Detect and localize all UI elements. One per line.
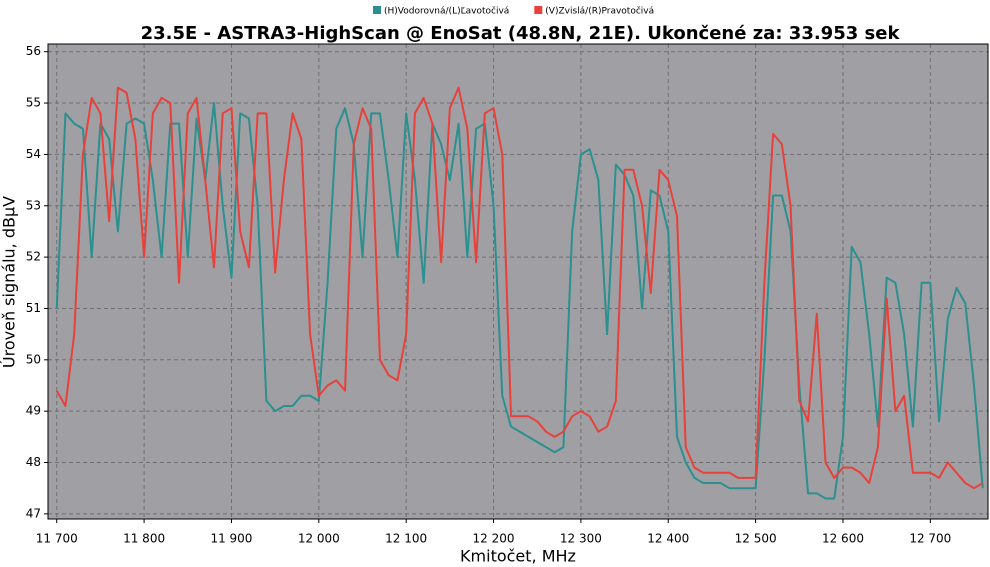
y-tick-label: 54 [26,147,41,161]
plot-area [48,44,988,519]
x-tick-label: 12 200 [473,532,515,546]
grid [48,44,988,519]
y-tick-label: 52 [26,250,41,264]
x-tick-label: 12 300 [560,532,602,546]
y-tick-label: 55 [26,96,41,110]
x-axis-label: Kmitočet, MHz [460,547,576,566]
x-tick-label: 11 700 [36,532,78,546]
legend-swatch [373,6,381,14]
y-tick-label: 49 [26,404,41,418]
legend-swatch [534,6,543,14]
x-tick-label: 12 100 [385,532,427,546]
y-tick-label: 47 [26,506,41,520]
x-tick-label: 12 600 [822,532,864,546]
y-axis-label: Úroveň signálu, dBµV [0,196,19,368]
series-line [55,86,984,490]
y-tick-label: 53 [26,198,41,212]
x-tick-label: 11 900 [210,532,252,546]
x-tick-label: 12 000 [298,532,340,546]
legend-label: (H)Vodorovná/(L)Ľavotočivá [384,6,509,17]
y-tick-label: 51 [26,301,41,315]
series-line [55,102,984,500]
y-tick-label: 50 [26,352,41,366]
lines [55,86,984,500]
x-tick-label: 12 500 [735,532,777,546]
y-tick-label: 56 [26,44,41,58]
chart-title: 23.5E - ASTRA3-HighScan @ EnoSat (48.8N,… [141,23,901,44]
x-tick-label: 12 400 [647,532,689,546]
x-tick-label: 12 700 [909,532,951,546]
legend: (H)Vodorovná/(L)Ľavotočivá (V)Zvislá/(R)P… [373,6,654,17]
y-tick-label: 48 [26,455,41,469]
plot-border [47,43,989,520]
legend-label: (V)Zvislá/(R)Pravotočivá [545,6,654,17]
x-tick-label: 11 800 [123,532,165,546]
